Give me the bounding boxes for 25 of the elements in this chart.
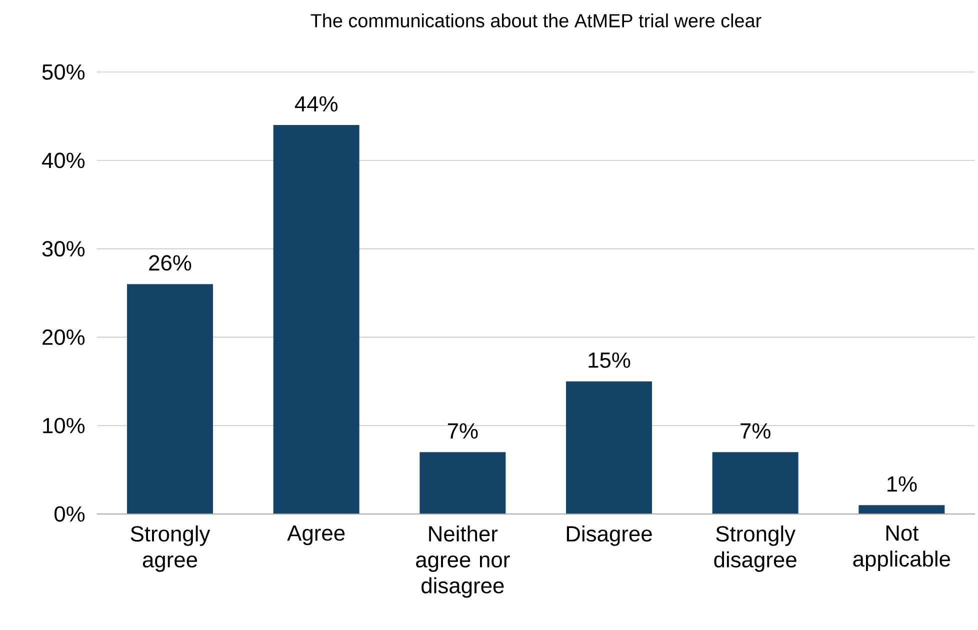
data-label: 44% xyxy=(294,96,338,112)
data-label: 26% xyxy=(149,255,192,271)
y-tick-label: 0% xyxy=(54,506,85,522)
bar xyxy=(127,284,213,514)
y-tick-label: 20% xyxy=(42,329,85,345)
x-tick-label: Strongly disagree xyxy=(714,525,796,572)
data-label: 1% xyxy=(888,476,917,492)
x-tick-label: Disagree xyxy=(566,525,652,546)
y-tick-label: 50% xyxy=(42,64,85,80)
x-tick-label: Neither agree nor disagree xyxy=(416,525,510,598)
bar xyxy=(712,452,798,514)
bar xyxy=(566,381,652,514)
chart-title: The communications about the AtMEP trial were clear xyxy=(310,13,762,28)
y-tick-label: 30% xyxy=(42,241,85,257)
bar xyxy=(273,125,360,514)
x-tick-label: Strongly agree xyxy=(130,525,210,572)
bar xyxy=(420,452,506,514)
data-label: 7% xyxy=(448,423,478,439)
data-label: 15% xyxy=(588,352,630,368)
y-tick-label: 10% xyxy=(43,418,85,434)
y-tick-label: 40% xyxy=(42,152,85,168)
x-tick-label: Agree xyxy=(287,526,345,546)
data-label: 7% xyxy=(740,423,770,439)
x-tick-label: Not applicable xyxy=(853,526,950,572)
bar xyxy=(858,505,945,514)
